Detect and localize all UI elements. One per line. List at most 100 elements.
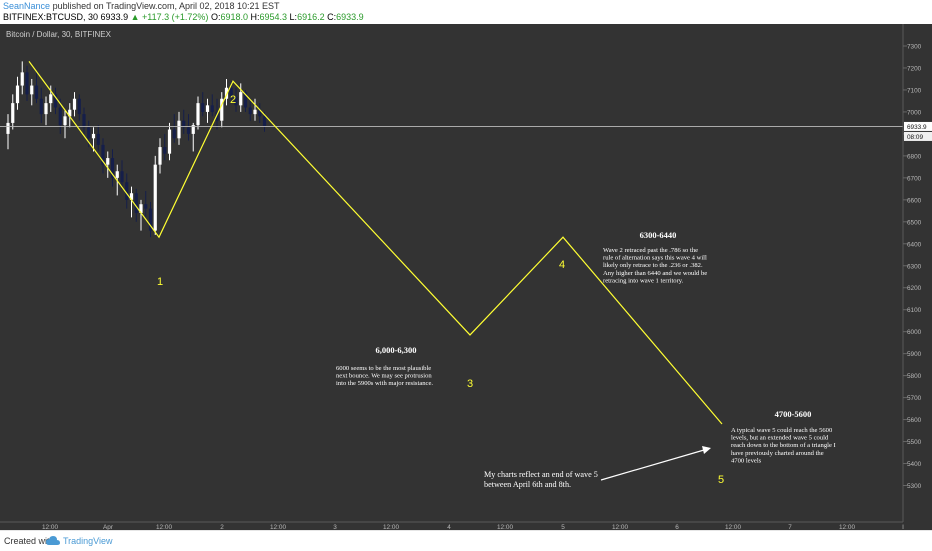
price-axis-bg <box>903 24 932 530</box>
candle-body <box>229 87 233 97</box>
arrow-head-icon <box>702 446 711 454</box>
candle-body <box>15 85 20 104</box>
time-tick-label: 3 <box>333 524 337 530</box>
candle-body <box>96 133 100 145</box>
annotation-line: 4700 levels <box>731 457 762 464</box>
price-tick-label: 5700 <box>907 395 922 402</box>
candle-body <box>253 109 257 115</box>
candle-body <box>106 158 110 165</box>
candle-body <box>234 96 238 106</box>
candle-body <box>53 94 58 108</box>
last-price: 6933.9 <box>100 12 129 22</box>
annotation-title: 6300-6440 <box>640 230 677 240</box>
chart-title: Bitcoin / Dollar, 30, BITFINEX <box>6 30 112 39</box>
candle-body <box>186 127 191 134</box>
footer: Created with TradingView <box>0 530 932 551</box>
time-tick-label: Apr <box>103 524 114 530</box>
price-tick-label: 7300 <box>907 44 922 51</box>
time-axis[interactable]: 12:00 Apr 12:00 2 12:00 12:00 3 12:00 4 12:00 5 12:… <box>0 24 932 530</box>
candle-body <box>177 120 181 139</box>
candle-body <box>20 72 24 86</box>
candle-body <box>125 182 129 200</box>
author-link[interactable]: SeanNance <box>3 1 51 11</box>
price-tick-label: 6700 <box>907 175 922 182</box>
candle-body <box>172 129 176 139</box>
candle-body <box>82 114 86 128</box>
low-value: 6916.2 <box>297 12 325 22</box>
low-label: L: <box>289 12 298 22</box>
candle-body <box>144 204 148 209</box>
annotation-line: A typical wave 5 could reach the 5600 <box>731 427 833 434</box>
candle-body <box>148 208 153 231</box>
candle-body <box>220 98 224 121</box>
annotation-line: rule of alternation says this wave 4 wil… <box>603 255 707 262</box>
candle-body <box>49 94 53 104</box>
time-tick-label: 12:00 <box>612 524 628 530</box>
time-tick-label: 12:00 <box>497 524 513 530</box>
price-tick-label: 6300 <box>907 263 922 270</box>
annotation-line: My charts reflect an end of wave 5 <box>484 470 598 479</box>
chart-background <box>0 24 932 530</box>
candle-body <box>110 158 115 178</box>
candle-body <box>239 92 243 106</box>
candles <box>6 61 267 238</box>
candle-body <box>205 105 210 112</box>
price-tick-label: 5600 <box>907 417 922 424</box>
candle-body <box>196 103 200 126</box>
wave-label-5: 5 <box>718 474 724 486</box>
annotation-line: Any higher than 6440 and we would be <box>603 270 707 277</box>
candle-body <box>167 129 172 154</box>
candle-body <box>58 107 62 126</box>
candle-body <box>153 164 157 231</box>
candle-body <box>210 105 214 112</box>
annotation-line: likely only retrace to the .236 or .382. <box>603 262 703 269</box>
elliott-wave: 1 2 3 4 5 <box>28 61 724 486</box>
annotation-line: next bounce. We may see protrusion <box>336 373 432 380</box>
annotation-line: Wave 2 retraced past the .786 so the <box>603 247 698 254</box>
tradingview-brand[interactable]: TradingView <box>63 536 113 546</box>
wave-path <box>28 61 723 425</box>
wave-label-3: 3 <box>467 378 473 390</box>
price-change: +117.3 (+1.72%) <box>142 12 209 22</box>
symbol-text: BITFINEX:BTCUSD, 30 <box>3 12 99 22</box>
candle-body <box>215 111 219 121</box>
publish-line: SeanNance published on TradingView.com, … <box>3 1 280 11</box>
annotation-line: into the 5900s with major resistance. <box>336 380 433 387</box>
candle-body <box>68 109 72 117</box>
annotations: 6,000-6,300 6000 seems to be the most pla… <box>336 230 836 489</box>
price-chart[interactable]: Bitcoin / Dollar, 30, BITFINEX 1 2 3 4 5 6,0… <box>0 24 932 530</box>
candle-body <box>101 144 105 165</box>
annotation-title: 4700-5600 <box>775 409 812 419</box>
candle-body <box>248 107 252 115</box>
candle-body <box>243 92 248 108</box>
candle-body <box>34 85 39 99</box>
price-tick-label: 6000 <box>907 329 922 336</box>
price-tick-label: 7200 <box>907 65 922 72</box>
price-tag <box>904 121 932 131</box>
candle-body <box>87 127 91 139</box>
open-value: 6918.0 <box>220 12 248 22</box>
candle-body <box>120 171 124 183</box>
time-tick-label: 12:00 <box>156 524 172 530</box>
time-tick-label: 12:00 <box>42 524 58 530</box>
annotation-line: have previously charted around the <box>731 450 824 457</box>
open-label: O: <box>210 12 221 22</box>
countdown-tag-label: 08:09 <box>907 134 923 141</box>
price-tick-label: 5800 <box>907 373 922 380</box>
time-tick-label: 6 <box>675 524 679 530</box>
candle-body <box>115 171 119 178</box>
tradingview-cloud-icon <box>46 536 60 545</box>
candle-body <box>191 125 195 134</box>
price-tick-label: 7100 <box>907 87 922 94</box>
price-tick-label: 6500 <box>907 219 922 226</box>
candle-body <box>77 98 81 115</box>
arrow-shaft <box>600 449 705 481</box>
wave-label-1: 1 <box>157 276 163 288</box>
annotation-title: 6,000-6,300 <box>375 345 416 355</box>
time-tick-label: 12:00 <box>383 524 399 530</box>
candle-body <box>163 147 167 154</box>
time-tick-label: 12:00 <box>270 524 286 530</box>
price-axis[interactable]: 5300 5400 5500 5600 5700 5800 5900 6000 6100 6200… <box>902 24 932 530</box>
candle-body <box>224 87 229 99</box>
candle-body <box>30 85 34 95</box>
